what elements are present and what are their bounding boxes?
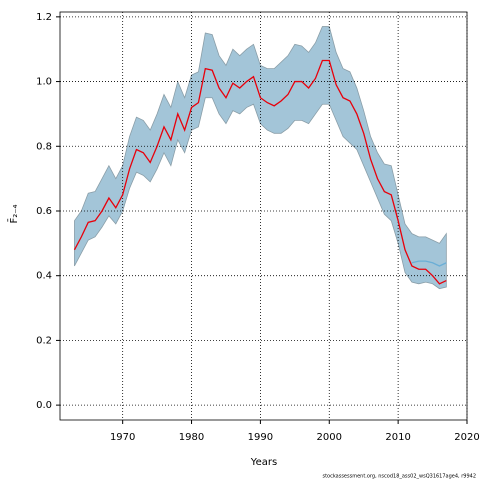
series-line	[73, 59, 447, 285]
x-axis-label: Years	[250, 457, 277, 468]
y-tick-label: 0.4	[36, 271, 52, 282]
y-tick-label: 0.6	[36, 206, 52, 217]
x-tick-label: 2010	[385, 432, 410, 443]
x-tick-label: 2000	[317, 432, 342, 443]
x-tick-label: 2020	[454, 432, 479, 443]
caption: stockassessment.org, nscod18_ass02_wsQ31…	[322, 474, 476, 480]
plot-frame	[59, 11, 468, 421]
y-tick-label: 0.0	[36, 400, 52, 411]
y-tick-label: 1.0	[36, 77, 52, 88]
x-tick-label: 1970	[110, 432, 135, 443]
y-tick-label: 0.8	[36, 141, 52, 152]
y-axis-label: F̄₂₋₄	[7, 204, 20, 223]
x-tick-label: 1990	[248, 432, 273, 443]
y-tick-label: 1.2	[36, 12, 52, 23]
y-tick-label: 0.2	[36, 335, 52, 346]
x-tick-label: 1980	[179, 432, 204, 443]
series-line	[411, 260, 447, 267]
confidence-band	[74, 26, 447, 290]
